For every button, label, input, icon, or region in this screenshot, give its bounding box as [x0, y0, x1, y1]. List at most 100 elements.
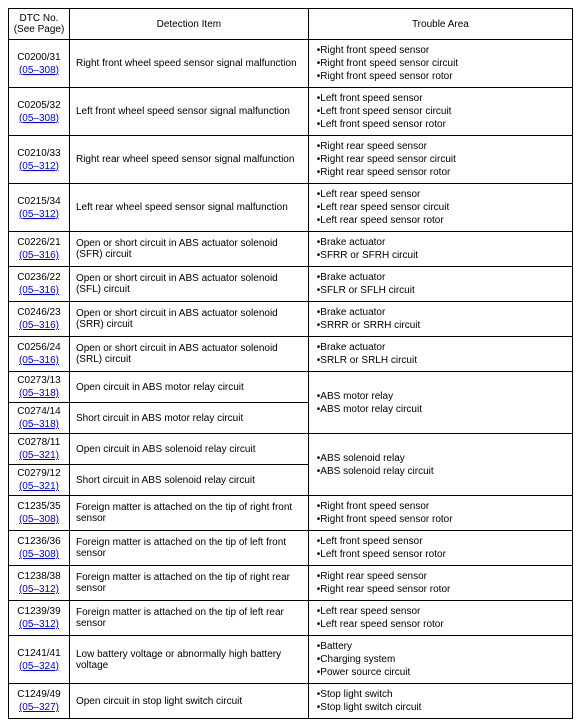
header-dtc-label: DTC No.: [20, 13, 59, 24]
dtc-cell: C0278/11(05–321): [9, 434, 70, 465]
trouble-list: ABS motor relayABS motor relay circuit: [313, 388, 568, 418]
trouble-item: Left rear speed sensor rotor: [317, 214, 568, 227]
trouble-item: Left front speed sensor: [317, 92, 568, 105]
dtc-cell: C0226/21(05–316): [9, 232, 70, 267]
dtc-page-link[interactable]: (05–312): [19, 584, 59, 595]
trouble-item: Right front speed sensor rotor: [317, 70, 568, 83]
detection-cell: Right front wheel speed sensor signal ma…: [69, 40, 308, 88]
table-row: C0210/33(05–312)Right rear wheel speed s…: [9, 136, 573, 184]
table-row: C1235/35(05–308)Foreign matter is attach…: [9, 496, 573, 531]
detection-cell: Foreign matter is attached on the tip of…: [69, 566, 308, 601]
dtc-page-link[interactable]: (05–308): [19, 514, 59, 525]
dtc-code: C1236/36: [13, 535, 65, 548]
dtc-cell: C1235/35(05–308): [9, 496, 70, 531]
dtc-page-link[interactable]: (05–316): [19, 250, 59, 261]
trouble-item: Right rear speed sensor: [317, 570, 568, 583]
trouble-item: Left rear speed sensor rotor: [317, 618, 568, 631]
table-row: C0226/21(05–316)Open or short circuit in…: [9, 232, 573, 267]
dtc-page-link[interactable]: (05–312): [19, 619, 59, 630]
dtc-page-link[interactable]: (05–312): [19, 209, 59, 220]
header-detection: Detection Item: [69, 9, 308, 40]
trouble-item: ABS solenoid relay circuit: [317, 465, 568, 478]
trouble-item: Power source circuit: [317, 666, 568, 679]
trouble-cell: Brake actuatorSFRR or SFRH circuit: [308, 232, 572, 267]
dtc-cell: C0274/14(05–318): [9, 403, 70, 434]
trouble-cell: Stop light switchStop light switch circu…: [308, 684, 572, 719]
dtc-cell: C0215/34(05–312): [9, 184, 70, 232]
trouble-item: Right front speed sensor: [317, 44, 568, 57]
dtc-code: C0205/32: [13, 99, 65, 112]
detection-cell: Open or short circuit in ABS actuator so…: [69, 232, 308, 267]
dtc-code: C1238/38: [13, 570, 65, 583]
dtc-page-link[interactable]: (05–324): [19, 661, 59, 672]
detection-cell: Open or short circuit in ABS actuator so…: [69, 302, 308, 337]
dtc-cell: C0200/31(05–308): [9, 40, 70, 88]
dtc-code: C0236/22: [13, 271, 65, 284]
dtc-page-link[interactable]: (05–308): [19, 549, 59, 560]
dtc-page-link[interactable]: (05–318): [19, 419, 59, 430]
detection-cell: Short circuit in ABS solenoid relay circ…: [69, 465, 308, 496]
dtc-cell: C1241/41(05–324): [9, 636, 70, 684]
detection-cell: Open or short circuit in ABS actuator so…: [69, 267, 308, 302]
trouble-item: Brake actuator: [317, 236, 568, 249]
trouble-cell: Brake actuatorSRLR or SRLH circuit: [308, 337, 572, 372]
trouble-list: Right front speed sensorRight front spee…: [313, 498, 568, 528]
table-row: C1241/41(05–324)Low battery voltage or a…: [9, 636, 573, 684]
header-row: DTC No. (See Page) Detection Item Troubl…: [9, 9, 573, 40]
trouble-item: Left front speed sensor rotor: [317, 118, 568, 131]
table-row: C0246/23(05–316)Open or short circuit in…: [9, 302, 573, 337]
trouble-cell: Right front speed sensorRight front spee…: [308, 496, 572, 531]
dtc-page-link[interactable]: (05–321): [19, 450, 59, 461]
dtc-cell: C0273/13(05–318): [9, 372, 70, 403]
dtc-cell: C0205/32(05–308): [9, 88, 70, 136]
dtc-cell: C1249/49(05–327): [9, 684, 70, 719]
table-row: C0236/22(05–316) Open or short circuit in…: [9, 267, 573, 302]
dtc-page-link[interactable]: (05–316): [19, 285, 59, 296]
trouble-item: Charging system: [317, 653, 568, 666]
table-row: C1249/49(05–327)Open circuit in stop lig…: [9, 684, 573, 719]
dtc-page-link[interactable]: (05–327): [19, 702, 59, 713]
trouble-item: Left rear speed sensor circuit: [317, 201, 568, 214]
dtc-code: C0279/12: [13, 467, 65, 480]
trouble-list: BatteryCharging systemPower source circu…: [313, 638, 568, 681]
trouble-item: Right rear speed sensor rotor: [317, 583, 568, 596]
dtc-cell: C0210/33(05–312): [9, 136, 70, 184]
trouble-item: SRRR or SRRH circuit: [317, 319, 568, 332]
dtc-page-link[interactable]: (05–308): [19, 113, 59, 124]
trouble-list: Right rear speed sensorRight rear speed …: [313, 138, 568, 181]
trouble-item: Right front speed sensor circuit: [317, 57, 568, 70]
dtc-page-link[interactable]: (05–318): [19, 388, 59, 399]
table-row: C0278/11(05–321)Open circuit in ABS sole…: [9, 434, 573, 465]
dtc-cell: C1236/36(05–308): [9, 531, 70, 566]
dtc-page-link[interactable]: (05–321): [19, 481, 59, 492]
trouble-cell: Brake actuatorSRRR or SRRH circuit: [308, 302, 572, 337]
trouble-item: ABS solenoid relay: [317, 452, 568, 465]
dtc-cell: C1239/39(05–312): [9, 601, 70, 636]
detection-cell: Open circuit in ABS motor relay circuit: [69, 372, 308, 403]
table-row: C1239/39(05–312)Foreign matter is attach…: [9, 601, 573, 636]
detection-cell: Open circuit in ABS solenoid relay circu…: [69, 434, 308, 465]
dtc-code: C0274/14: [13, 405, 65, 418]
trouble-item: Brake actuator: [317, 306, 568, 319]
dtc-page-link[interactable]: (05–312): [19, 161, 59, 172]
dtc-page-link[interactable]: (05–308): [19, 65, 59, 76]
trouble-cell: Right front speed sensorRight front spee…: [308, 40, 572, 88]
detection-cell: Low battery voltage or abnormally high b…: [69, 636, 308, 684]
trouble-item: Right rear speed sensor: [317, 140, 568, 153]
dtc-page-link[interactable]: (05–316): [19, 320, 59, 331]
trouble-list: Brake actuatorSRRR or SRRH circuit: [313, 304, 568, 334]
trouble-cell: Left rear speed sensorLeft rear speed se…: [308, 601, 572, 636]
dtc-code: C1249/49: [13, 688, 65, 701]
trouble-item: Right front speed sensor: [317, 500, 568, 513]
trouble-cell: ABS motor relayABS motor relay circuit: [308, 372, 572, 434]
trouble-cell: Left front speed sensorLeft front speed …: [308, 531, 572, 566]
dtc-code: C0273/13: [13, 374, 65, 387]
trouble-item: Left front speed sensor: [317, 535, 568, 548]
dtc-code: C0200/31: [13, 51, 65, 64]
detection-cell: Left front wheel speed sensor signal mal…: [69, 88, 308, 136]
detection-cell: Short circuit in ABS motor relay circuit: [69, 403, 308, 434]
trouble-item: Left rear speed sensor: [317, 605, 568, 618]
dtc-page-link[interactable]: (05–316): [19, 355, 59, 366]
detection-cell: Open or short circuit in ABS actuator so…: [69, 337, 308, 372]
detection-cell: Foreign matter is attached on the tip of…: [69, 531, 308, 566]
